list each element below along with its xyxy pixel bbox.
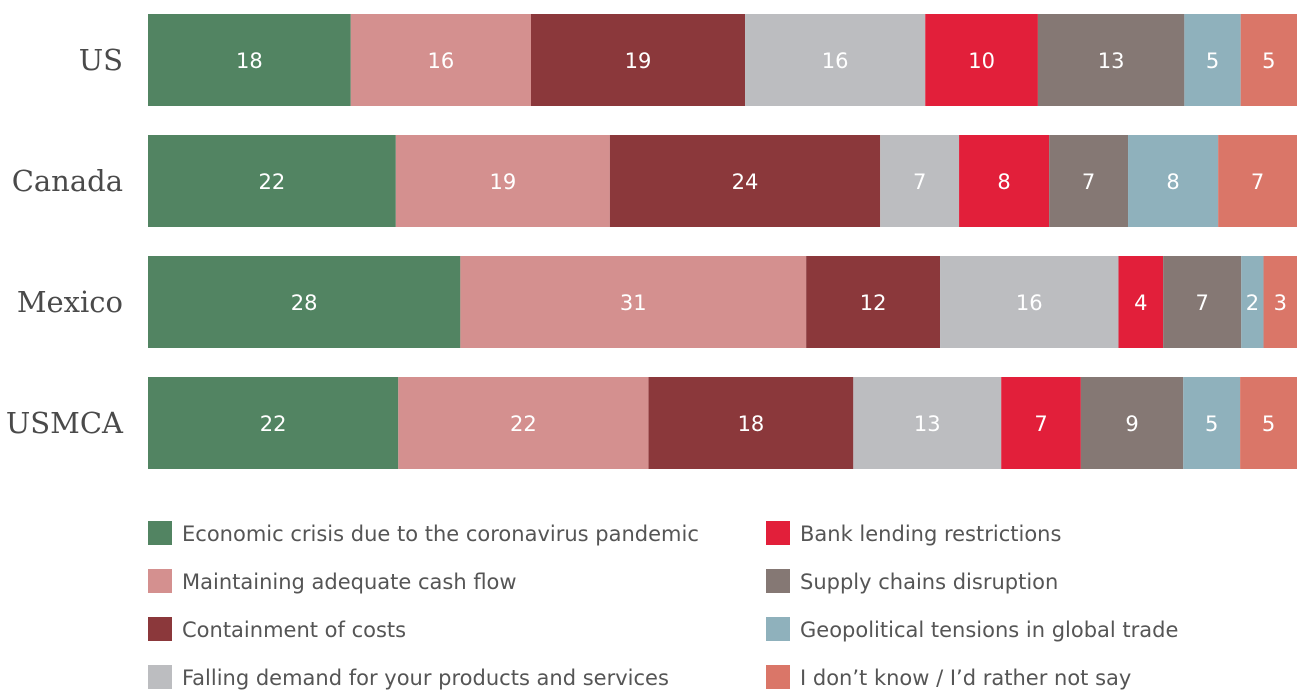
legend: Economic crisis due to the coronavirus p… <box>148 521 1178 690</box>
legend-swatch <box>766 521 790 545</box>
data-label: 19 <box>625 49 652 73</box>
legend-swatch <box>148 665 172 689</box>
data-label: 22 <box>510 412 537 436</box>
data-label: 12 <box>860 291 887 315</box>
legend-swatch <box>148 521 172 545</box>
bar-segment <box>1080 377 1184 469</box>
bar-segment <box>853 377 1002 469</box>
category-label-canada: Canada <box>12 164 123 198</box>
legend-label: Containment of costs <box>182 618 406 642</box>
category-labels: US Canada Mexico USMCA <box>6 43 124 440</box>
bar-segment <box>1001 377 1081 469</box>
bar-segment <box>460 256 807 348</box>
legend-label: Falling demand for your products and ser… <box>182 666 669 690</box>
data-label: 13 <box>1098 49 1125 73</box>
bar-segment <box>1163 256 1242 348</box>
data-label: 16 <box>1016 291 1043 315</box>
category-label-mexico: Mexico <box>17 285 123 319</box>
data-label: 28 <box>291 291 318 315</box>
bar-segment <box>745 14 926 106</box>
bar-segment <box>148 377 399 469</box>
bar-segment <box>398 377 649 469</box>
bar-segment <box>148 256 461 348</box>
bar-segment <box>350 14 531 106</box>
legend-label: Maintaining adequate cash flow <box>182 570 517 594</box>
bar-segment <box>940 256 1119 348</box>
bar-segment <box>1184 14 1241 106</box>
data-label: 16 <box>428 49 455 73</box>
bar-segment <box>959 135 1050 227</box>
bars-layer: 18 16 19 16 10 13 5 5 22 19 24 7 8 7 8 7 28 31 12 16 4 7 2 3 22 2… <box>148 14 1297 469</box>
data-label: 24 <box>732 170 759 194</box>
bar-segment <box>395 135 610 227</box>
data-label: 5 <box>1262 49 1275 73</box>
data-label: 18 <box>236 49 263 73</box>
data-label: 8 <box>1166 170 1179 194</box>
legend-label: Geopolitical tensions in global trade <box>800 618 1178 642</box>
legend-swatch <box>766 569 790 593</box>
data-label: 22 <box>259 170 286 194</box>
data-label: 8 <box>997 170 1010 194</box>
bar-segment <box>1241 256 1264 348</box>
category-label-us: US <box>79 43 123 77</box>
legend-label: Economic crisis due to the coronavirus p… <box>182 522 699 546</box>
bar-segment <box>1263 256 1297 348</box>
data-label: 16 <box>822 49 849 73</box>
data-label: 2 <box>1246 291 1259 315</box>
data-label: 3 <box>1274 291 1287 315</box>
bar-segment <box>1183 377 1241 469</box>
data-label: 4 <box>1134 291 1147 315</box>
bar-segment <box>1240 14 1297 106</box>
bar-segment <box>648 377 854 469</box>
legend-label: I don’t know / I’d rather not say <box>800 666 1131 690</box>
data-label: 7 <box>1034 412 1047 436</box>
bar-segment <box>148 14 351 106</box>
bar-segment <box>806 256 941 348</box>
bar-segment <box>1128 135 1219 227</box>
bar-segment <box>148 135 396 227</box>
data-label: 5 <box>1262 412 1275 436</box>
data-label: 10 <box>968 49 995 73</box>
data-label: 19 <box>489 170 516 194</box>
bar-segment <box>1037 14 1185 106</box>
legend-swatch <box>766 617 790 641</box>
legend-label: Bank lending restrictions <box>800 522 1061 546</box>
data-label: 18 <box>738 412 765 436</box>
bar-segment <box>1049 135 1129 227</box>
bar-segment <box>609 135 881 227</box>
data-label: 7 <box>1251 170 1264 194</box>
data-label: 7 <box>913 170 926 194</box>
data-label: 7 <box>1195 291 1208 315</box>
bar-segment <box>531 14 746 106</box>
legend-swatch <box>148 569 172 593</box>
legend-swatch <box>148 617 172 641</box>
bar-segment <box>1218 135 1297 227</box>
bar-segment <box>880 135 960 227</box>
data-label: 7 <box>1082 170 1095 194</box>
data-label: 9 <box>1125 412 1138 436</box>
legend-swatch <box>766 665 790 689</box>
data-label: 5 <box>1205 412 1218 436</box>
data-label: 5 <box>1206 49 1219 73</box>
data-label: 22 <box>260 412 287 436</box>
legend-label: Supply chains disruption <box>800 570 1058 594</box>
bar-segment <box>1240 377 1297 469</box>
data-label: 31 <box>620 291 647 315</box>
category-label-usmca: USMCA <box>6 406 124 440</box>
bar-segment <box>925 14 1038 106</box>
data-label: 13 <box>914 412 941 436</box>
bar-segment <box>1118 256 1164 348</box>
